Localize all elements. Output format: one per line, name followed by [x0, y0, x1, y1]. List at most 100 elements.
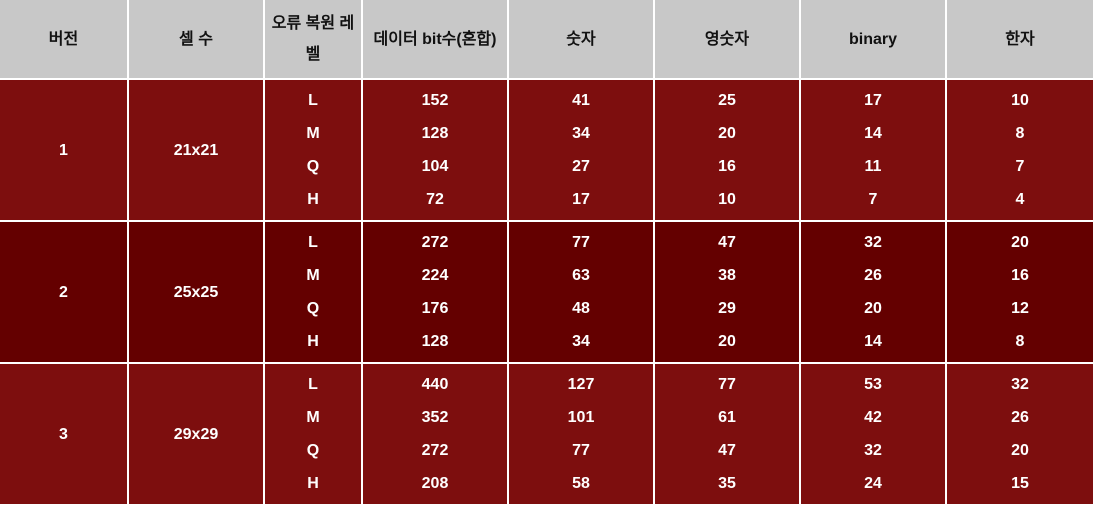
header-version: 버전 — [0, 0, 129, 80]
table-row: M 224 63 38 26 16 — [0, 259, 1093, 292]
table-row: 1 21x21 L 152 41 25 17 10 — [0, 79, 1093, 221]
table-row: Q 104 27 16 11 7 — [0, 150, 1093, 183]
level-cell: H — [264, 325, 363, 363]
alnum-cell: 47 — [654, 220, 801, 259]
version-cell: 1 — [0, 79, 129, 221]
alnum-cell: 77 — [654, 362, 801, 401]
table-row: H 72 17 10 7 4 — [0, 183, 1093, 221]
alnum-cell: 29 — [654, 292, 801, 325]
numeric-cell: 77 — [508, 220, 655, 259]
kanji-cell: 8 — [946, 117, 1093, 150]
numeric-cell: 34 — [508, 325, 655, 363]
level-cell: Q — [264, 150, 363, 183]
numeric-cell: 127 — [508, 362, 655, 401]
kanji-cell: 20 — [946, 220, 1093, 259]
binary-cell: 24 — [800, 467, 947, 504]
level-cell: L — [264, 79, 363, 117]
binary-cell: 32 — [800, 434, 947, 467]
alnum-cell: 38 — [654, 259, 801, 292]
header-alphanumeric: 영숫자 — [654, 0, 801, 80]
kanji-cell: 32 — [946, 362, 1093, 401]
kanji-cell: 4 — [946, 183, 1093, 221]
table-header: 버전 셀 수 오류 복원 레벨 데이터 bit수(혼합) 숫자 영숫자 bina… — [0, 0, 1093, 80]
header-error-level: 오류 복원 레벨 — [264, 0, 363, 80]
header-data-bits: 데이터 bit수(혼합) — [362, 0, 509, 80]
header-binary: binary — [800, 0, 947, 80]
binary-cell: 42 — [800, 401, 947, 434]
alnum-cell: 20 — [654, 117, 801, 150]
kanji-cell: 15 — [946, 467, 1093, 504]
binary-cell: 14 — [800, 325, 947, 363]
kanji-cell: 26 — [946, 401, 1093, 434]
level-cell: M — [264, 401, 363, 434]
alnum-cell: 35 — [654, 467, 801, 504]
bits-cell: 152 — [362, 79, 509, 117]
numeric-cell: 34 — [508, 117, 655, 150]
numeric-cell: 27 — [508, 150, 655, 183]
table-row: 2 25x25 L 272 77 47 32 20 — [0, 220, 1093, 363]
kanji-cell: 10 — [946, 79, 1093, 117]
kanji-cell: 7 — [946, 150, 1093, 183]
header-row: 버전 셀 수 오류 복원 레벨 데이터 bit수(혼합) 숫자 영숫자 bina… — [0, 0, 1093, 80]
table-row: 3 29x29 L 440 127 77 53 32 — [0, 362, 1093, 504]
level-cell: Q — [264, 434, 363, 467]
level-cell: M — [264, 259, 363, 292]
header-numeric: 숫자 — [508, 0, 655, 80]
binary-cell: 11 — [800, 150, 947, 183]
header-cells: 셀 수 — [128, 0, 265, 80]
cell-count: 29x29 — [128, 362, 265, 504]
binary-cell: 7 — [800, 183, 947, 221]
bits-cell: 440 — [362, 362, 509, 401]
level-cell: Q — [264, 292, 363, 325]
level-cell: L — [264, 362, 363, 401]
alnum-cell: 47 — [654, 434, 801, 467]
bits-cell: 352 — [362, 401, 509, 434]
numeric-cell: 77 — [508, 434, 655, 467]
numeric-cell: 101 — [508, 401, 655, 434]
alnum-cell: 10 — [654, 183, 801, 221]
bits-cell: 208 — [362, 467, 509, 504]
bits-cell: 272 — [362, 220, 509, 259]
numeric-cell: 63 — [508, 259, 655, 292]
bits-cell: 128 — [362, 117, 509, 150]
kanji-cell: 8 — [946, 325, 1093, 363]
binary-cell: 53 — [800, 362, 947, 401]
table-row: Q 176 48 29 20 12 — [0, 292, 1093, 325]
alnum-cell: 61 — [654, 401, 801, 434]
binary-cell: 17 — [800, 79, 947, 117]
level-cell: H — [264, 467, 363, 504]
numeric-cell: 58 — [508, 467, 655, 504]
bits-cell: 272 — [362, 434, 509, 467]
table-row: H 128 34 20 14 8 — [0, 325, 1093, 363]
bits-cell: 128 — [362, 325, 509, 363]
numeric-cell: 17 — [508, 183, 655, 221]
bits-cell: 104 — [362, 150, 509, 183]
cell-count: 25x25 — [128, 220, 265, 363]
binary-cell: 26 — [800, 259, 947, 292]
version-cell: 2 — [0, 220, 129, 363]
kanji-cell: 20 — [946, 434, 1093, 467]
kanji-cell: 16 — [946, 259, 1093, 292]
binary-cell: 14 — [800, 117, 947, 150]
version-group-3: 3 29x29 L 440 127 77 53 32 M 352 101 61 … — [0, 362, 1093, 504]
binary-cell: 20 — [800, 292, 947, 325]
version-group-1: 1 21x21 L 152 41 25 17 10 M 128 34 20 14… — [0, 79, 1093, 221]
bits-cell: 72 — [362, 183, 509, 221]
level-cell: L — [264, 220, 363, 259]
bits-cell: 224 — [362, 259, 509, 292]
cell-count: 21x21 — [128, 79, 265, 221]
kanji-cell: 12 — [946, 292, 1093, 325]
header-kanji: 한자 — [946, 0, 1093, 80]
level-cell: M — [264, 117, 363, 150]
level-cell: H — [264, 183, 363, 221]
alnum-cell: 16 — [654, 150, 801, 183]
version-cell: 3 — [0, 362, 129, 504]
alnum-cell: 20 — [654, 325, 801, 363]
numeric-cell: 48 — [508, 292, 655, 325]
binary-cell: 32 — [800, 220, 947, 259]
table-row: H 208 58 35 24 15 — [0, 467, 1093, 504]
table-row: M 352 101 61 42 26 — [0, 401, 1093, 434]
bits-cell: 176 — [362, 292, 509, 325]
table-row: Q 272 77 47 32 20 — [0, 434, 1093, 467]
